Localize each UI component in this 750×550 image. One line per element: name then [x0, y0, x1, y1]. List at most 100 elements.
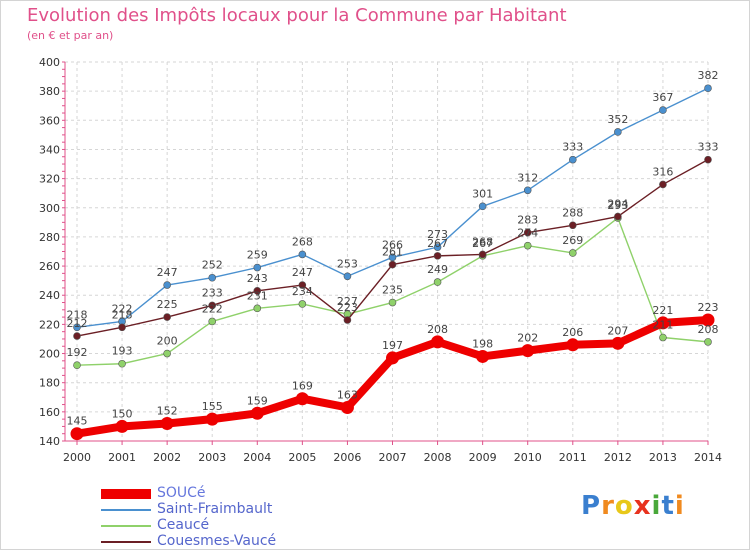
data-point [115, 419, 129, 433]
data-label: 145 [67, 415, 88, 428]
data-label: 163 [337, 388, 358, 401]
x-tick-label: 2006 [333, 451, 361, 464]
data-point [343, 316, 352, 324]
data-label: 208 [427, 323, 448, 336]
data-point [521, 344, 535, 358]
y-tick-label: 300 [39, 202, 60, 215]
x-tick-label: 2007 [379, 451, 407, 464]
proxiti-logo: Proxiti [581, 491, 685, 521]
data-label: 382 [698, 69, 719, 82]
y-tick-label: 220 [39, 318, 60, 331]
x-tick-label: 2005 [288, 451, 316, 464]
data-point [208, 273, 217, 282]
data-point [118, 323, 126, 332]
data-label: 159 [247, 394, 268, 407]
data-label: 243 [247, 272, 268, 285]
data-point [208, 301, 217, 310]
data-label: 266 [382, 238, 403, 251]
data-point [208, 317, 217, 326]
x-tick-label: 2002 [153, 451, 181, 464]
x-tick-label: 2011 [559, 451, 587, 464]
data-label: 221 [652, 304, 673, 317]
data-label: 207 [607, 324, 628, 337]
data-label: 202 [517, 332, 538, 345]
data-label: 267 [472, 237, 493, 250]
y-tick-label: 320 [39, 173, 60, 186]
data-point [118, 359, 126, 368]
data-label: 218 [67, 308, 88, 321]
y-tick-label: 260 [39, 260, 60, 273]
data-label: 312 [517, 171, 538, 184]
data-point [295, 392, 309, 406]
data-point [388, 298, 397, 307]
y-tick-label: 200 [39, 348, 60, 361]
data-point [704, 84, 712, 93]
data-label: 259 [247, 249, 268, 262]
x-tick-label: 2014 [694, 451, 722, 464]
data-point [73, 361, 81, 370]
data-label: 225 [157, 298, 178, 311]
data-point [659, 180, 667, 189]
logo-letter: P [581, 491, 602, 521]
data-label: 231 [247, 289, 268, 302]
logo-letter: t [661, 491, 675, 521]
logo-letter: r [601, 491, 615, 521]
data-label: 288 [562, 206, 583, 219]
x-tick-label: 2009 [469, 451, 497, 464]
legend-label: Saint-Fraimbault [157, 501, 273, 517]
data-point [298, 250, 307, 259]
data-label: 169 [292, 380, 313, 393]
y-tick-label: 180 [39, 377, 60, 390]
x-tick-label: 2010 [514, 451, 542, 464]
data-label: 253 [337, 257, 358, 270]
y-tick-label: 400 [39, 56, 60, 69]
data-label: 197 [382, 339, 403, 352]
data-point [160, 417, 174, 431]
data-label: 352 [607, 113, 628, 126]
data-point [433, 243, 442, 251]
y-tick-label: 340 [39, 143, 60, 156]
y-tick-label: 360 [39, 114, 60, 127]
data-point [566, 338, 580, 352]
data-point [478, 202, 487, 211]
x-tick-label: 2001 [108, 451, 136, 464]
data-label: 227 [337, 295, 358, 308]
data-label: 155 [202, 400, 223, 413]
data-point [433, 278, 442, 286]
legend-label: Couesmes-Vaucé [157, 533, 277, 549]
legend-swatch [101, 541, 151, 543]
data-label: 150 [112, 407, 133, 420]
x-tick-label: 2008 [424, 451, 452, 464]
data-label: 193 [112, 345, 133, 358]
data-point [205, 412, 219, 426]
data-label: 198 [472, 337, 493, 350]
y-tick-label: 380 [39, 85, 60, 98]
data-point [340, 400, 354, 414]
data-label: 252 [202, 259, 223, 272]
data-label: 273 [427, 228, 448, 241]
data-point [388, 260, 397, 269]
x-tick-label: 2012 [604, 451, 632, 464]
data-label: 233 [202, 286, 223, 299]
chart-title: Evolution des Impôts locaux pour la Comm… [27, 5, 567, 26]
legend-swatch [101, 489, 151, 499]
data-point [253, 304, 262, 313]
data-label: 269 [562, 234, 583, 247]
legend-label: SOUCé [157, 485, 206, 501]
data-label: 283 [517, 214, 538, 227]
data-point [163, 349, 171, 358]
legend-label: Ceaucé [157, 517, 210, 533]
data-point [73, 323, 81, 332]
x-tick-label: 2000 [63, 451, 91, 464]
data-label: 268 [292, 235, 313, 248]
data-label: 235 [382, 284, 403, 297]
data-point [614, 128, 622, 136]
logo-letter: o [614, 491, 634, 521]
data-point [568, 155, 577, 164]
logo-letter: x [633, 491, 652, 521]
data-point [704, 155, 712, 164]
data-point [476, 349, 490, 363]
data-label: 212 [67, 317, 88, 330]
